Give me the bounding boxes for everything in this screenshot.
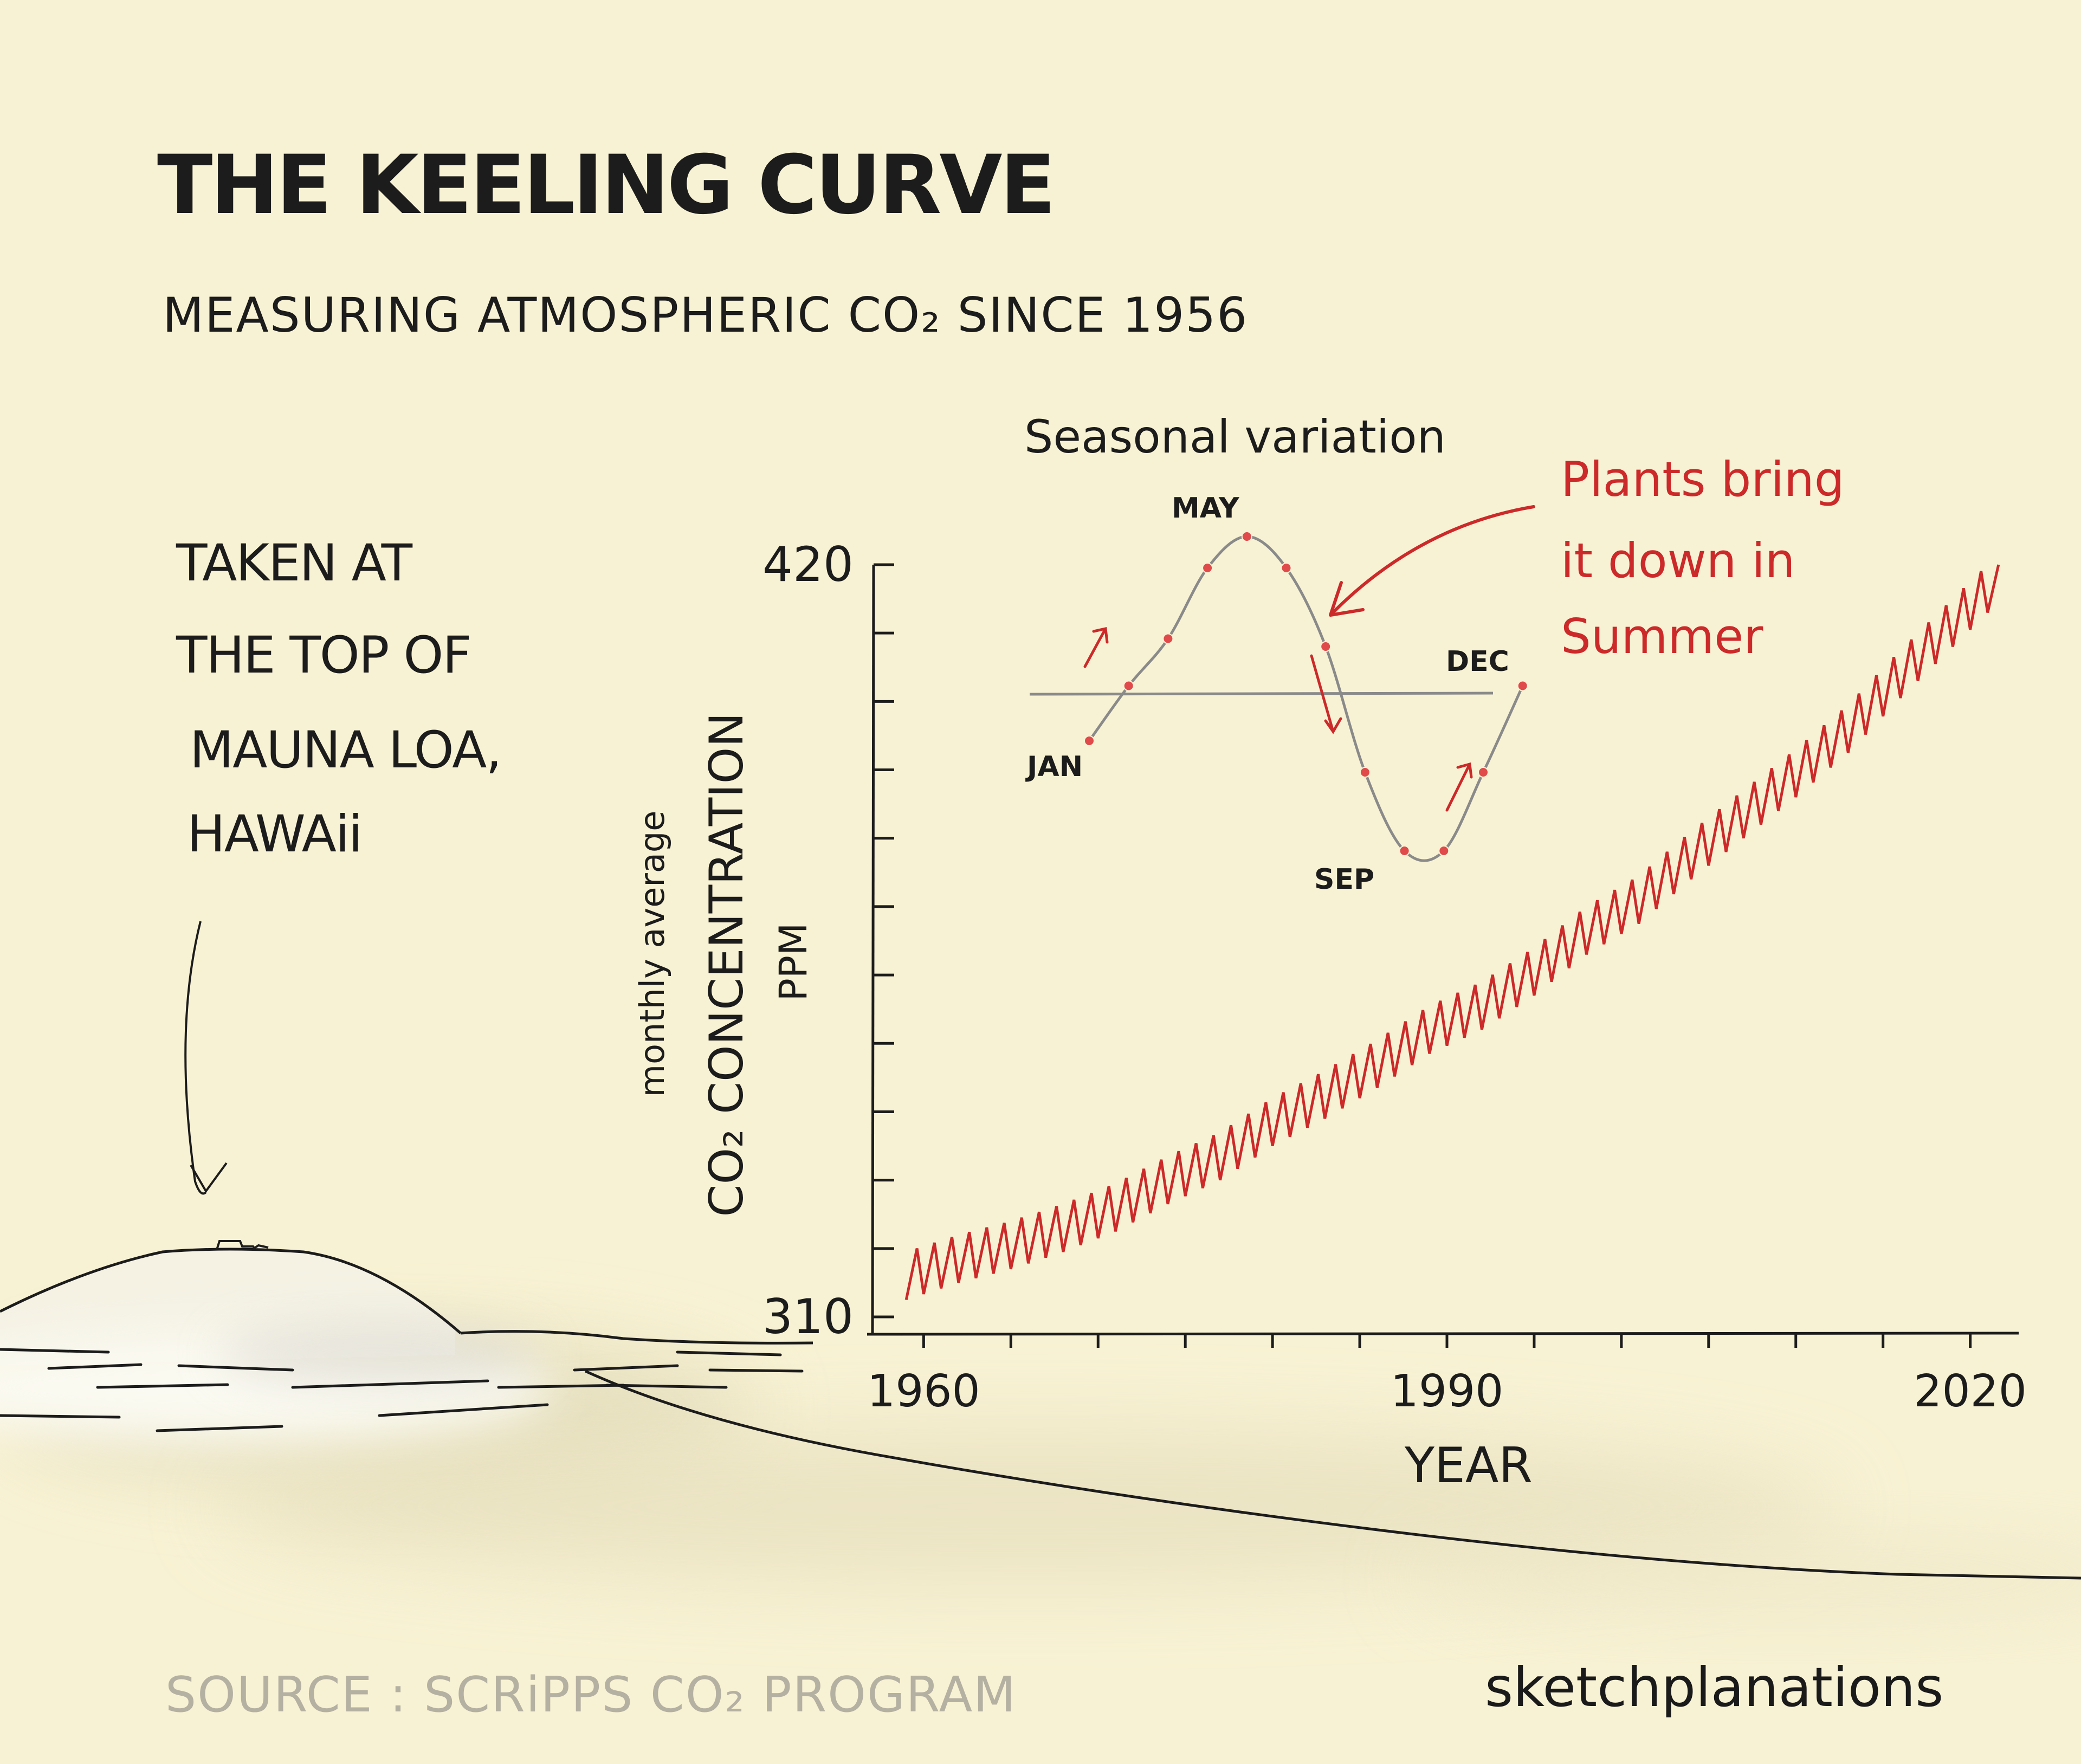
- y-axis-line: [871, 564, 875, 1334]
- x-tick-label: 2020: [1914, 1366, 2027, 1417]
- y-tick-label: 310: [762, 1289, 854, 1345]
- annotation-arrow: [1332, 505, 1535, 614]
- seasonal-month-point: [1399, 845, 1410, 856]
- x-tick-labels: 1960 1990 2020: [867, 1366, 2027, 1417]
- seasonal-month-point: [1438, 845, 1450, 856]
- location-note-line-3: MAUNA LOA,: [190, 721, 502, 780]
- x-axis-line: [867, 1331, 2019, 1336]
- seasonal-month-point: [1320, 641, 1332, 652]
- seasonal-month-point: [1281, 563, 1292, 573]
- trend-arrows: [1083, 626, 1473, 812]
- annotation-line-1: Plants bring: [1561, 451, 1845, 507]
- seasonal-month-point: [1123, 680, 1134, 692]
- location-note-line-2: THE TOP OF: [176, 626, 471, 685]
- seasonal-month-point: [1359, 767, 1371, 778]
- month-label-sep: SEP: [1314, 863, 1374, 896]
- x-tick-label: 1960: [867, 1366, 980, 1417]
- month-label-jan: JAN: [1025, 751, 1083, 783]
- month-label-dec: DEC: [1446, 645, 1509, 678]
- x-tick-label: 1990: [1391, 1366, 1504, 1417]
- seasonal-month-point: [1517, 680, 1528, 692]
- seasonal-month-point: [1202, 563, 1213, 573]
- y-tick-label: 420: [762, 537, 854, 592]
- annotation-line-3: Summer: [1561, 609, 1763, 664]
- page-title: THE KEELING CURVE: [157, 138, 1056, 232]
- keeling-curve-series: [904, 564, 2000, 1301]
- y-ticks: [874, 563, 894, 1319]
- seasonal-annotation: Plants bring it down in Summer: [1329, 451, 1845, 664]
- source-credit: SOURCE : SCRiPPS CO₂ PROGRAM: [165, 1666, 1017, 1723]
- seasonal-month-points: [1084, 531, 1528, 856]
- inset-title: Seasonal variation: [1024, 410, 1446, 463]
- x-ticks: [922, 1334, 1972, 1348]
- page-subtitle: MEASURING ATMOSPHERIC CO₂ SINCE 1956: [163, 287, 1249, 343]
- seasonal-month-point: [1162, 633, 1174, 644]
- seasonal-month-point: [1478, 767, 1489, 778]
- brand-signature: sketchplanations: [1485, 1656, 1944, 1719]
- x-axis-label: YEAR: [1404, 1437, 1533, 1494]
- month-label-may: MAY: [1172, 492, 1240, 525]
- inset-baseline: [1029, 692, 1494, 696]
- seasonal-curve: [1088, 535, 1524, 862]
- y-axis-label-monthly: monthly average: [632, 811, 672, 1097]
- main-chart: 1960 1990 2020 420 310 YEAR monthly average…: [632, 537, 2027, 1494]
- y-axis-label-concentration: CO₂ CONCENTRATION: [700, 712, 754, 1217]
- mauna-loa-illustration: [0, 921, 2081, 1620]
- y-tick-labels: 420 310: [762, 537, 854, 1345]
- location-note-line-4: HAWAii: [187, 805, 363, 864]
- seasonal-inset: Seasonal variation JAN MAY SEP DEC: [1024, 410, 1528, 896]
- y-axis-label-ppm: PPM: [771, 923, 816, 1001]
- seasonal-month-point: [1084, 735, 1095, 746]
- annotation-line-2: it down in: [1561, 533, 1795, 589]
- seasonal-month-point: [1241, 531, 1252, 542]
- location-note-line-1: TAKEN AT: [176, 534, 412, 593]
